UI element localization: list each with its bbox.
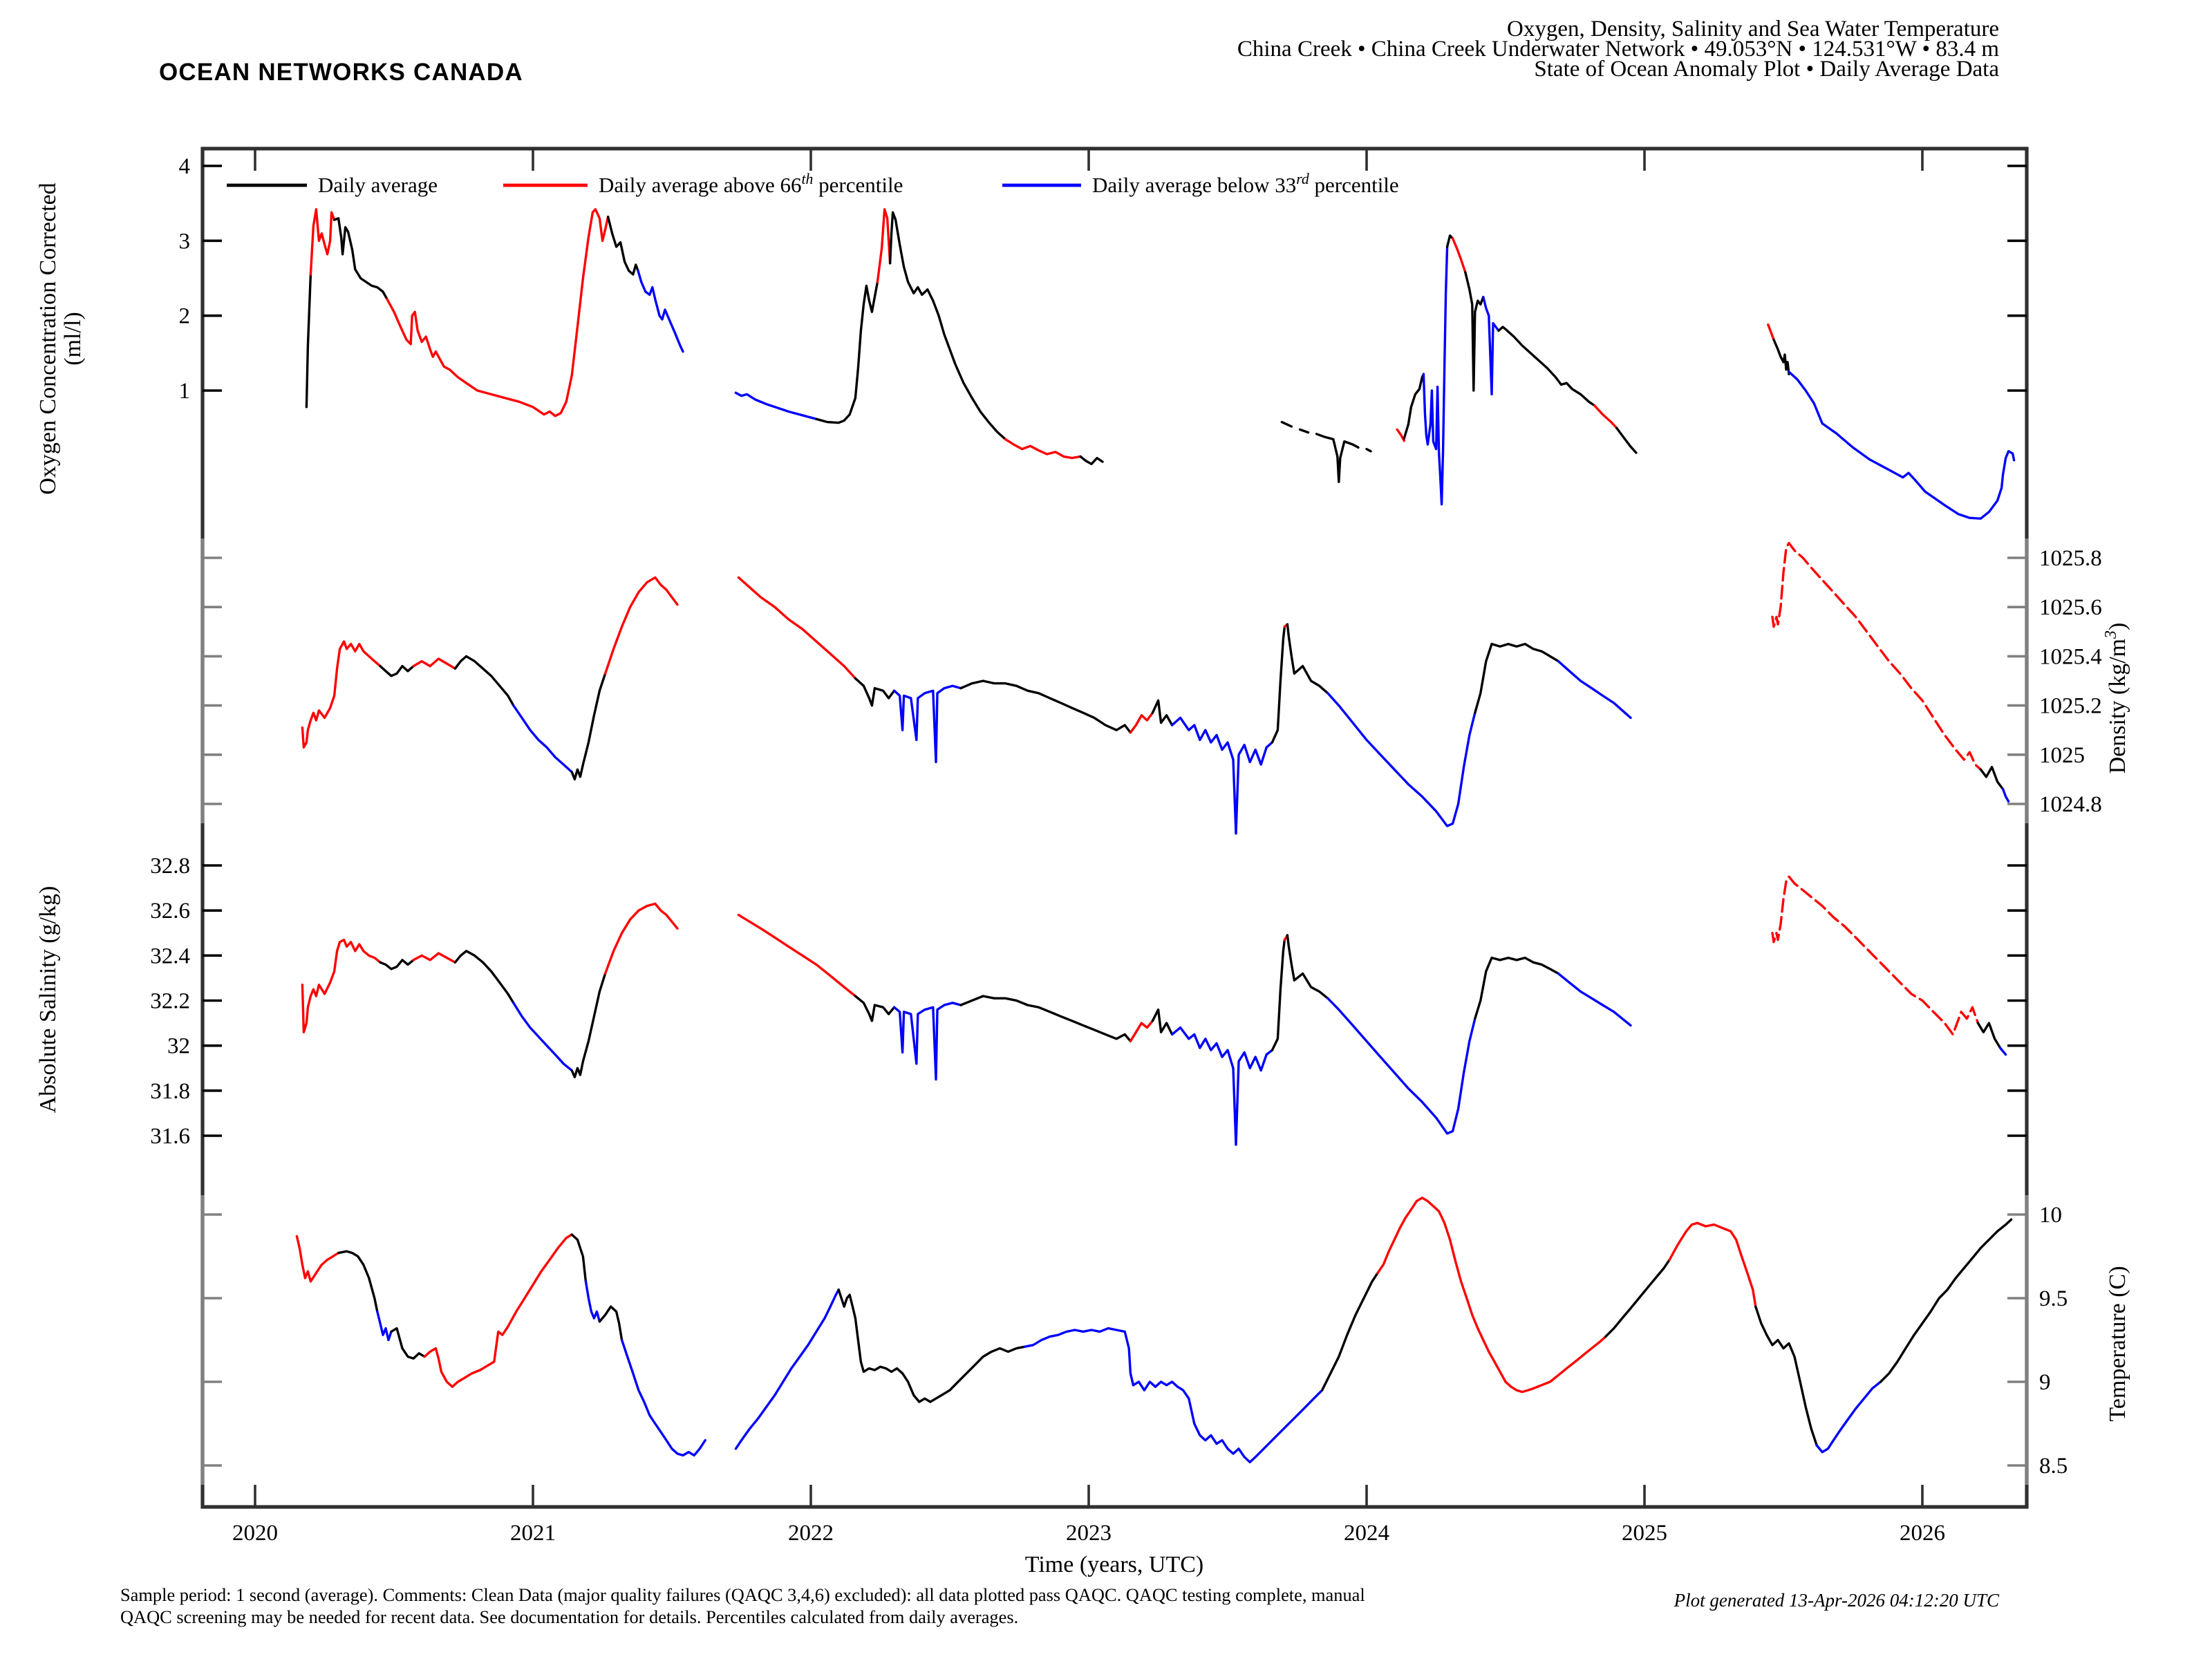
svg-text:Daily average above 66th perce: Daily average above 66th percentile <box>599 171 903 197</box>
svg-text:4: 4 <box>179 154 191 179</box>
svg-text:2025: 2025 <box>1622 1521 1667 1546</box>
svg-text:2024: 2024 <box>1344 1521 1389 1546</box>
legend: Daily average Daily average above 66th pe… <box>227 171 1399 197</box>
svg-text:1025.2: 1025.2 <box>2039 694 2102 719</box>
svg-text:Absolute Salinity (g/kg): Absolute Salinity (g/kg) <box>35 886 61 1114</box>
plot-generated-timestamp: Plot generated 13-Apr-2026 04:12:20 UTC <box>1674 1590 2000 1611</box>
svg-text:1025: 1025 <box>2039 743 2085 768</box>
plot-title-line2: China Creek • China Creek Underwater Net… <box>1237 37 1999 62</box>
svg-text:1025.4: 1025.4 <box>2039 644 2102 669</box>
svg-text:2020: 2020 <box>232 1521 278 1546</box>
svg-text:9.5: 9.5 <box>2039 1286 2068 1311</box>
svg-text:31.8: 31.8 <box>150 1079 190 1104</box>
svg-text:1025.6: 1025.6 <box>2039 595 2102 620</box>
data-series <box>295 208 2016 1463</box>
svg-text:Daily average: Daily average <box>318 173 438 197</box>
axis-titles: Oxygen Concentration Corrected (ml/l) Dens… <box>35 182 2130 1421</box>
svg-text:8.5: 8.5 <box>2039 1454 2068 1479</box>
svg-text:1024.8: 1024.8 <box>2039 792 2102 817</box>
svg-text:Density (kg/m3): Density (kg/m3) <box>2102 623 2130 774</box>
svg-text:2: 2 <box>179 304 191 329</box>
onc-logo: OCEAN NETWORKS CANADA <box>159 59 523 86</box>
axis-tick-labels: 2020 2021 2022 2023 2024 2025 202643211025.810… <box>150 154 2102 1546</box>
svg-text:3: 3 <box>179 229 191 254</box>
svg-text:9: 9 <box>2039 1370 2051 1395</box>
svg-text:32.4: 32.4 <box>150 944 190 968</box>
footer-comment-line2: QAQC screening may be needed for recent … <box>120 1606 1018 1627</box>
svg-text:2021: 2021 <box>510 1521 556 1546</box>
svg-text:2023: 2023 <box>1066 1521 1112 1546</box>
x-axis-label: Time (years, UTC) <box>1025 1552 1203 1577</box>
svg-text:1025.8: 1025.8 <box>2039 546 2102 571</box>
svg-text:2026: 2026 <box>1900 1521 1945 1546</box>
svg-text:31.6: 31.6 <box>150 1124 190 1149</box>
svg-text:32.6: 32.6 <box>150 899 190 924</box>
svg-text:32.8: 32.8 <box>150 854 190 879</box>
svg-text:1: 1 <box>179 379 191 404</box>
footer-comment-line1: Sample period: 1 second (average). Comme… <box>120 1584 1365 1605</box>
svg-text:Temperature (C): Temperature (C) <box>2105 1266 2130 1421</box>
svg-text:(ml/l): (ml/l) <box>60 312 86 365</box>
axis-ticks <box>203 149 2027 1507</box>
svg-text:32: 32 <box>167 1034 190 1059</box>
plot-title-line3: State of Ocean Anomaly Plot • Daily Aver… <box>1534 57 1999 82</box>
svg-text:Daily average below 33rd perce: Daily average below 33rd percentile <box>1092 171 1399 197</box>
svg-text:32.2: 32.2 <box>150 989 190 1014</box>
plot-spines <box>200 147 2029 1509</box>
svg-text:Oxygen Concentration Corrected: Oxygen Concentration Corrected <box>35 182 61 494</box>
plot-title-line1: Oxygen, Density, Salinity and Sea Water … <box>1507 17 1999 41</box>
svg-text:2022: 2022 <box>788 1521 834 1546</box>
svg-text:10: 10 <box>2039 1203 2062 1228</box>
